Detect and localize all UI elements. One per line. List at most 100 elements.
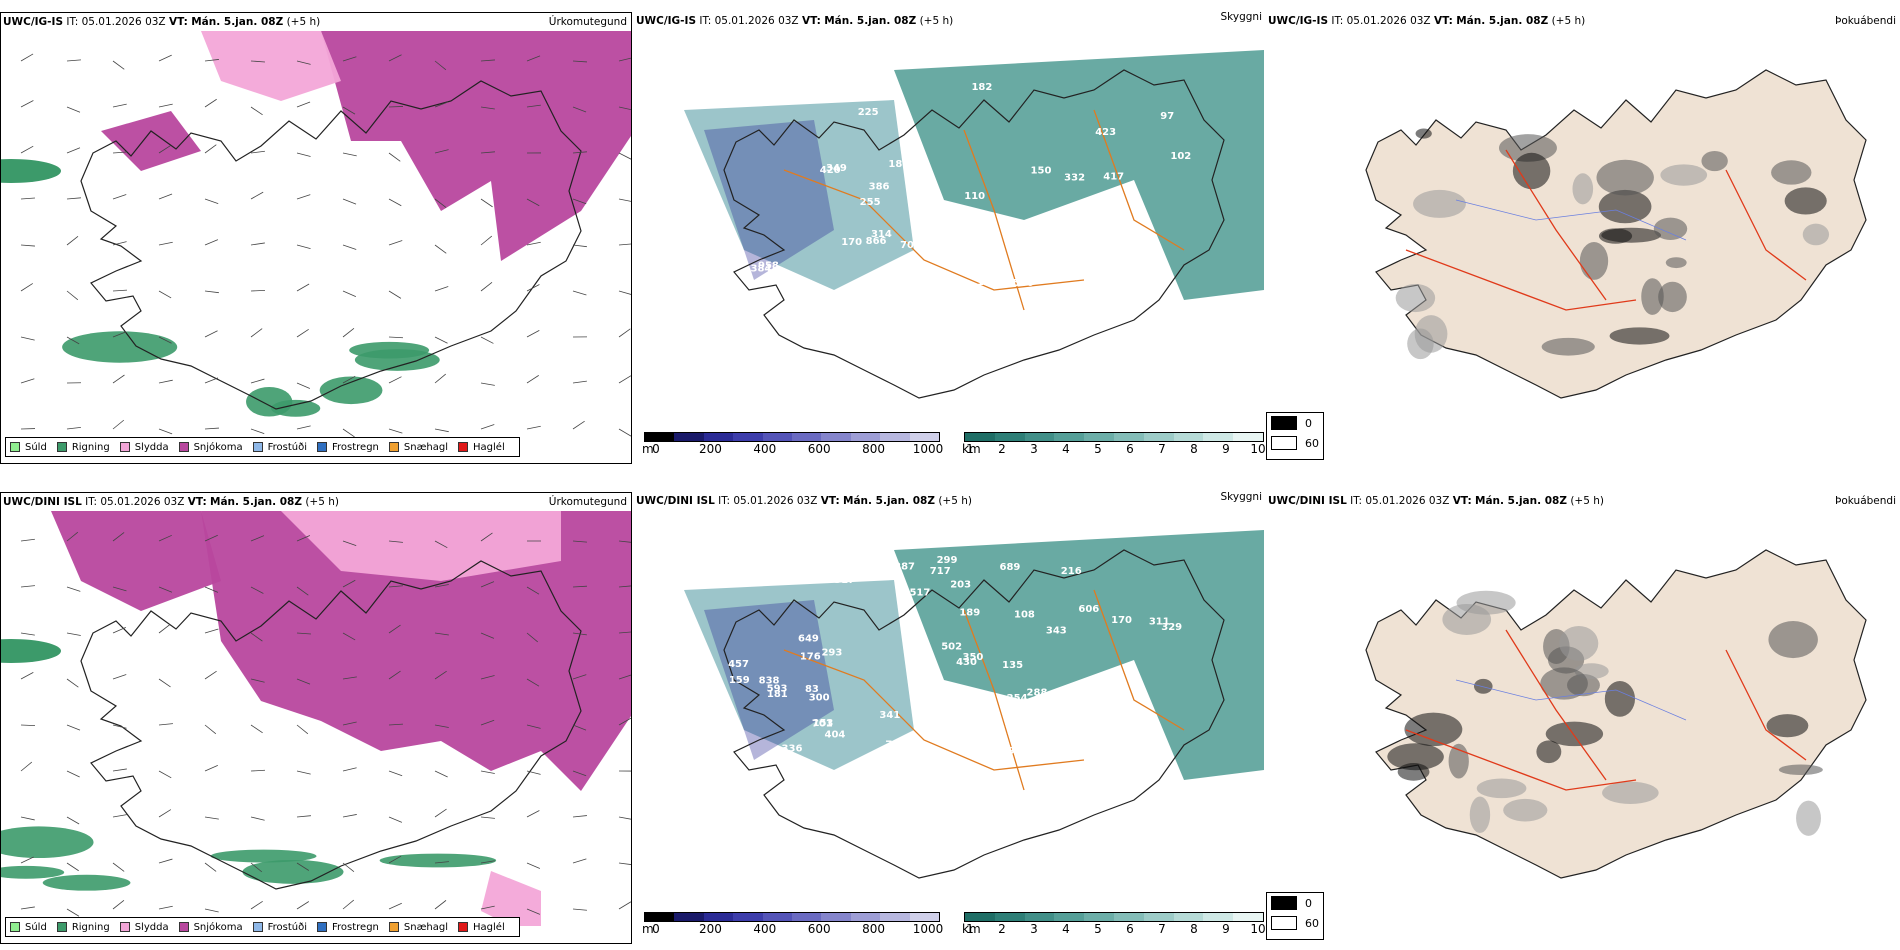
cloud-label: 182 [971, 82, 992, 93]
colorbar-tick: 3 [1030, 922, 1038, 936]
model-name: UWC/DINI ISL [636, 495, 715, 507]
cloud-label: 326 [963, 743, 984, 754]
cloud-label: 150 [1031, 165, 1052, 176]
cloud-label: 329 [1161, 622, 1182, 633]
precip-legend-item: Snæhagl [388, 922, 448, 933]
visibility-colorbar: km 1 2 3 4 5 6 7 8 9 10 [944, 912, 1266, 940]
precip-map-canvas [1, 31, 631, 438]
colorbar-cell [1143, 913, 1174, 921]
lead-time: (+5 h) [1570, 495, 1604, 507]
vt-value: Mán. 5.jan. 08Z [1456, 15, 1549, 27]
map-header: UWC/IG-IS IT: 05.01.2026 03Z VT: Mán. 5.… [1, 13, 631, 31]
colorbar-tick: 10 [1250, 922, 1266, 936]
it-label: IT: [699, 15, 712, 27]
colorbar-tick: 0 [652, 922, 660, 936]
it-label: IT: [66, 16, 79, 28]
cloud-label: 165 [964, 707, 985, 718]
it-value: 05.01.2026 03Z [733, 495, 818, 507]
vt-value: Mán. 5.jan. 08Z [1475, 495, 1567, 507]
colorbar-cell [792, 913, 822, 921]
colorbar-swatches [644, 432, 940, 442]
precip-legend: Súld Rigning Slydda Snjókoma Frostúði Frostre… [5, 917, 520, 937]
precip-legend-item: Slydda [119, 442, 169, 453]
cloud-label: 84 [920, 744, 934, 755]
cloud-label: 384 [750, 263, 771, 274]
cloud-label: 288 [1027, 687, 1048, 698]
cloud-label: 105 [775, 273, 796, 284]
cloud-label: 386 [869, 182, 890, 193]
colorbar-cell [703, 433, 734, 441]
visibility-colorbar: km 1 2 3 4 5 6 7 8 9 10 [944, 432, 1266, 460]
precip-legend-item: Frostregn [317, 922, 379, 933]
fog-legend-0: 0 [1305, 896, 1312, 910]
map-header: UWC/DINI ISL IT: 05.01.2026 03Z VT: Mán.… [1, 493, 631, 511]
cloud-label: 193 [977, 277, 998, 288]
precip-legend-item: Súld [10, 442, 47, 453]
model-name: UWC/DINI ISL [1268, 495, 1347, 507]
legend-swatch [119, 442, 130, 452]
colorbar-swatches [644, 912, 940, 922]
cloud-label: 556 [1013, 278, 1034, 289]
fog-map-canvas [1365, 549, 1867, 879]
legend-label: Rigning [71, 921, 110, 933]
cloud-map-canvas: 927 420 222 1998 352 225 178 255 866 332 417 182 345… [684, 50, 1264, 399]
colorbar-tick: 7 [1158, 442, 1166, 456]
cloud-label: 97 [1160, 111, 1174, 122]
lead-time: (+5 h) [919, 15, 954, 27]
fog-legend-0: 0 [1305, 416, 1312, 430]
cloud-label: 352 [1123, 297, 1144, 308]
colorbar-tick: 5 [1094, 922, 1102, 936]
colorbar-tick: 1 [966, 442, 974, 456]
cloud-label: 185 [888, 159, 909, 170]
fog-map-canvas [1365, 69, 1867, 399]
colorbar-tick: 400 [753, 442, 777, 456]
vt-label: VT: [1433, 15, 1453, 27]
ceiling-visibility-map-bottom: UWC/DINI ISL IT: 05.01.2026 03Z VT: Mán.… [634, 492, 1266, 944]
legend-swatch [10, 442, 20, 452]
cloud-label: 270 [1030, 262, 1051, 273]
cloud-label: 293 [821, 647, 842, 658]
precip-legend-item: Slydda [119, 922, 169, 933]
precip-legend-item: Haglél [458, 922, 505, 933]
precip-legend-item: Frostúði [252, 922, 307, 933]
cloud-label: 457 [728, 659, 749, 670]
colorbar-cell [1233, 433, 1263, 441]
it-label: IT: [718, 495, 731, 507]
cloud-label: 606 [1078, 604, 1099, 615]
colorbar-cell [1054, 913, 1085, 921]
it-value: 05.01.2026 03Z [100, 496, 185, 508]
colorbar-cell [850, 913, 881, 921]
legend-label: Frostregn [332, 921, 379, 933]
colorbar-cell [733, 913, 763, 921]
map-header: UWC/DINI ISL IT: 05.01.2026 03Z VT: Mán.… [634, 492, 1266, 510]
colorbar-cell [880, 913, 910, 921]
model-name: UWC/IG-IS [1268, 15, 1329, 27]
colorbar-cell [1084, 433, 1114, 441]
colorbar-tick: 800 [862, 442, 886, 456]
colorbar-tick: 2 [998, 922, 1006, 936]
colorbar-cell [674, 913, 704, 921]
cloud-label: 311 [1149, 616, 1170, 627]
cloud-label: 958 [758, 260, 779, 271]
cloud-label: 189 [959, 608, 980, 619]
colorbar-tick: 600 [807, 442, 831, 456]
cloud-label: 190 [1000, 725, 1021, 736]
cloud-label: 717 [930, 566, 951, 577]
fog-index-map-top: UWC/IG-IS IT: 05.01.2026 03Z VT: Mán. 5.… [1266, 12, 1900, 464]
panel-title: Skyggni [1220, 12, 1263, 23]
legend-label: Rigning [71, 441, 110, 453]
colorbar-cell [733, 433, 763, 441]
fog-swatch-60 [1271, 916, 1297, 930]
colorbar-cell [674, 433, 704, 441]
colorbar-swatches [964, 432, 1264, 442]
cloud-label: 317 [834, 575, 855, 586]
colorbar-tick: 5 [1094, 442, 1102, 456]
colorbar-swatches [964, 912, 1264, 922]
it-label: IT: [85, 496, 98, 508]
colorbar-tick: 4 [1062, 442, 1070, 456]
lead-time: (+5 h) [938, 495, 972, 507]
cloud-label: 178 [921, 240, 942, 251]
legend-label: Súld [25, 921, 47, 933]
cloud-label: 689 [1000, 562, 1021, 573]
cloud-label: 203 [950, 580, 971, 591]
